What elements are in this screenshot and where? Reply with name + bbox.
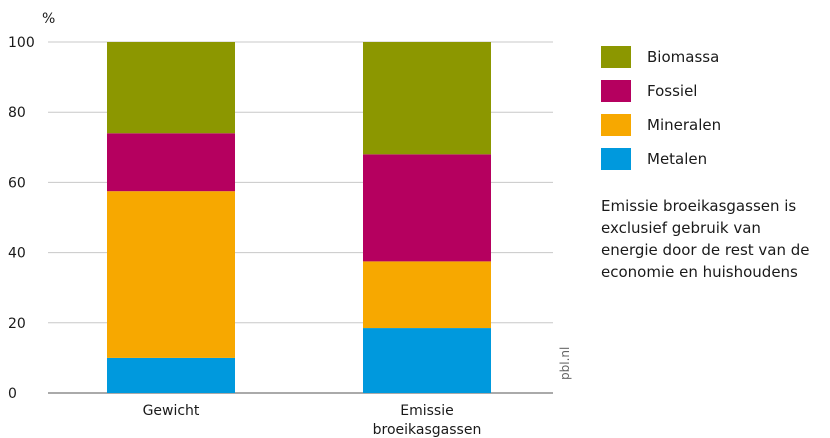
legend-swatch xyxy=(601,46,631,68)
x-tick-label: Gewicht xyxy=(143,403,200,419)
y-tick-label: 100 xyxy=(8,35,35,51)
legend-swatch xyxy=(601,114,631,136)
source-label: pbl.nl xyxy=(558,346,572,380)
x-tick-label: broeikasgassen xyxy=(373,422,482,438)
legend-label: Metalen xyxy=(647,150,708,168)
x-tick-label: Emissie xyxy=(400,403,453,419)
bar-segment-biomassa xyxy=(363,42,491,155)
y-axis-label: % xyxy=(42,11,55,27)
legend-swatch xyxy=(601,148,631,170)
bar-segment-fossiel xyxy=(363,154,491,262)
legend-label: Fossiel xyxy=(647,82,698,100)
legend-item-metalen: Metalen xyxy=(601,142,721,176)
legend-label: Biomassa xyxy=(647,48,720,66)
bar-segment-biomassa xyxy=(107,42,235,134)
bar-segment-mineralen xyxy=(107,191,235,358)
y-tick-label: 20 xyxy=(8,316,26,332)
legend-label: Mineralen xyxy=(647,116,722,134)
y-tick-label: 40 xyxy=(8,246,26,262)
bar-segment-metalen xyxy=(363,328,491,393)
legend-item-fossiel: Fossiel xyxy=(601,74,721,108)
legend: Biomassa Fossiel Mineralen Metalen xyxy=(601,40,721,176)
y-tick-label: 0 xyxy=(8,386,17,402)
legend-item-mineralen: Mineralen xyxy=(601,108,721,142)
chart-note: Emissie broeikasgassen is exclusief gebr… xyxy=(601,197,810,281)
y-tick-label: 80 xyxy=(8,105,26,121)
bar-segment-mineralen xyxy=(363,261,491,329)
bar-segment-fossiel xyxy=(107,133,235,192)
bar-segment-metalen xyxy=(107,357,235,393)
legend-item-biomassa: Biomassa xyxy=(601,40,721,74)
y-tick-label: 60 xyxy=(8,175,26,191)
legend-swatch xyxy=(601,80,631,102)
